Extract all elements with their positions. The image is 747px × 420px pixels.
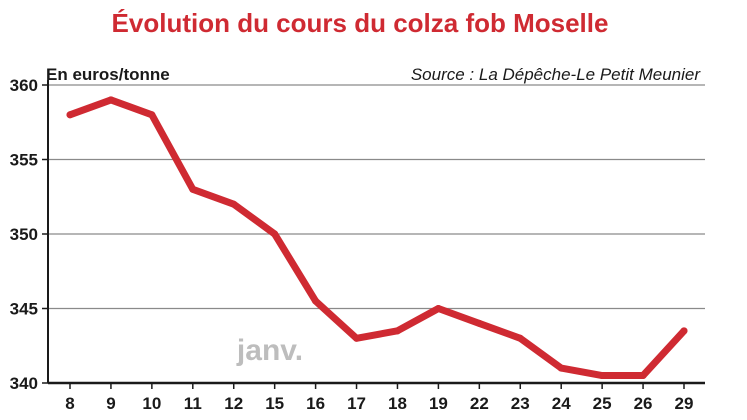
y-tick-label: 355 (10, 151, 38, 170)
data-point (353, 334, 361, 342)
x-tick-label: 16 (306, 394, 325, 413)
data-point (434, 305, 442, 312)
data-point (475, 319, 483, 327)
x-tick-labels: 8 9 10 11 12 15 16 17 18 19 22 23 24 25 26 29 (65, 394, 693, 413)
x-tick-label: 8 (65, 394, 74, 413)
x-tick-label: 15 (265, 394, 284, 413)
source-label: Source : La Dépêche-Le Petit Meunier (411, 65, 702, 84)
x-tick-label: 17 (347, 394, 366, 413)
y-tick-label: 360 (10, 76, 38, 95)
data-point (680, 327, 688, 335)
x-tick-label: 9 (106, 394, 115, 413)
y-tick-label: 350 (10, 225, 38, 244)
data-point (516, 334, 524, 342)
grid-lines (48, 84, 705, 310)
x-tick-label: 23 (511, 394, 530, 413)
x-tick-label: 11 (184, 394, 202, 413)
y-axis-label: En euros/tonne (46, 65, 170, 84)
data-point (189, 185, 197, 193)
chart-title: Évolution du cours du colza fob Moselle (112, 8, 609, 38)
x-tick-label: 18 (388, 394, 407, 413)
x-tick-label: 24 (552, 394, 571, 413)
x-tick-label: 25 (593, 394, 612, 413)
data-point (393, 327, 401, 335)
data-point (107, 96, 115, 104)
data-point (557, 364, 565, 372)
axes (42, 80, 705, 389)
data-point (598, 372, 606, 380)
y-tick-labels: 340 345 350 355 360 (10, 76, 38, 393)
x-tick-label: 10 (142, 394, 161, 413)
data-point (148, 111, 156, 119)
data-point (312, 297, 320, 305)
x-tick-label: 19 (429, 394, 448, 413)
y-tick-label: 340 (10, 374, 38, 393)
series-group (66, 96, 688, 380)
data-point (230, 200, 238, 208)
y-tick-label: 345 (10, 300, 38, 319)
data-point (639, 372, 647, 380)
x-tick-label: 22 (470, 394, 489, 413)
x-tick-label: 29 (675, 394, 694, 413)
data-point (66, 111, 74, 119)
month-annotation: janv. (236, 334, 303, 367)
data-point (271, 230, 279, 238)
series-line (66, 96, 688, 380)
x-tick-label: 26 (634, 394, 653, 413)
x-tick-label: 12 (224, 394, 243, 413)
